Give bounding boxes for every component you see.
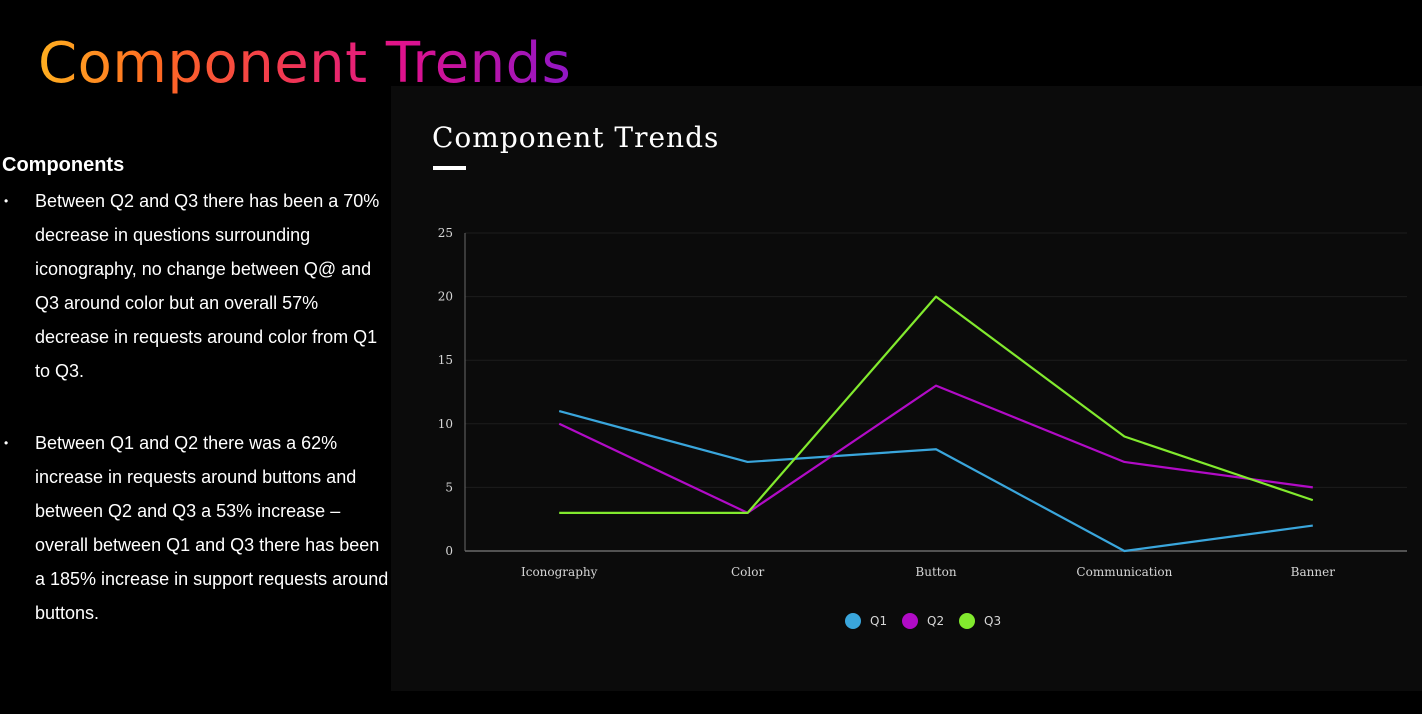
legend-label-q2: Q2 [927, 614, 944, 628]
bullet-item: • Between Q1 and Q2 there was a 62% incr… [0, 426, 392, 630]
bullet-icon: • [4, 436, 9, 450]
series-line-q3 [559, 295, 1314, 514]
bullet-item: • Between Q2 and Q3 there has been a 70%… [0, 184, 392, 388]
legend-swatch-q2 [902, 613, 918, 629]
x-tick-label: Iconography [521, 565, 598, 579]
bullet-icon: • [4, 194, 9, 208]
bullet-text: Between Q2 and Q3 there has been a 70% d… [35, 191, 380, 381]
y-tick-label: 25 [438, 226, 453, 240]
title-underline [433, 166, 466, 170]
notes-panel: Components • Between Q2 and Q3 there has… [0, 150, 392, 668]
x-tick-label: Banner [1291, 565, 1336, 579]
slide-title: Component Trends [38, 28, 571, 100]
legend-swatch-q1 [845, 613, 861, 629]
y-tick-label: 0 [445, 544, 453, 558]
legend-label-q3: Q3 [984, 614, 1001, 628]
y-tick-label: 10 [438, 417, 453, 431]
x-tick-label: Button [915, 565, 956, 579]
chart-card: Component Trends 0 5 10 15 20 25 Iconography Co… [391, 86, 1422, 691]
legend-swatch-q3 [959, 613, 975, 629]
y-tick-label: 20 [438, 290, 453, 304]
bullet-text: Between Q1 and Q2 there was a 62% increa… [35, 433, 389, 623]
series-line-q1 [558, 410, 1313, 553]
chart-title: Component Trends [432, 121, 720, 154]
notes-heading: Components [2, 154, 125, 176]
x-tick-label: Communication [1076, 565, 1172, 579]
y-tick-label: 5 [445, 480, 453, 494]
legend-label-q1: Q1 [870, 614, 887, 628]
series-line-q2 [558, 384, 1313, 514]
line-chart: 0 5 10 15 20 25 Iconography Color Button Communic… [438, 226, 1407, 629]
x-tick-label: Color [731, 565, 764, 579]
y-tick-label: 15 [438, 353, 453, 367]
